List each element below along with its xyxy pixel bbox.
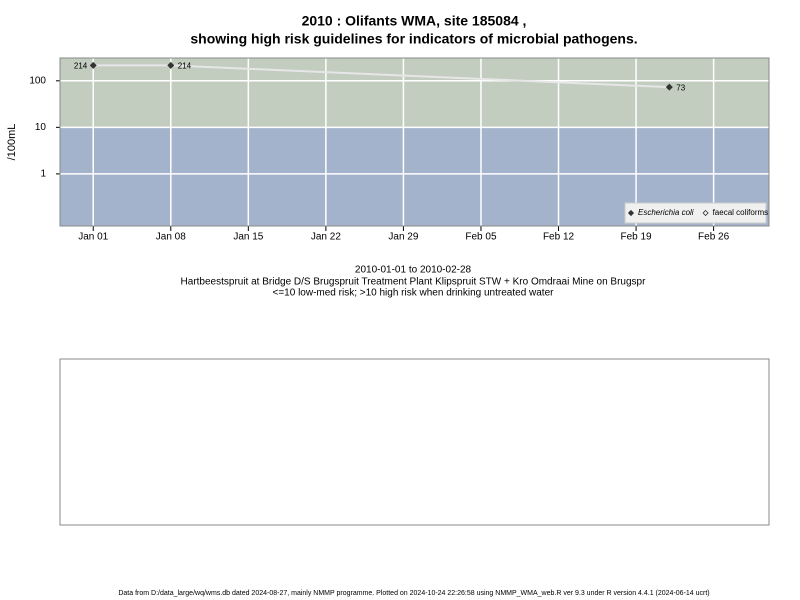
x-tick-label: Jan 22 [311,232,341,243]
legend-box [624,202,767,224]
value-label: 214 [74,62,88,71]
period: 2010-01-01 to 2010-02-28 [355,265,472,276]
y-tick-label: 100 [29,75,46,86]
site: Hartbeestspruit at Bridge D/S Brugspruit… [181,277,647,288]
x-tick-label: Feb 12 [543,232,575,243]
data-point [167,61,175,69]
y-tick-label: 10 [35,122,47,133]
chart-subtitle: showing high risk guidelines for indicat… [190,31,637,47]
high-risk-band [60,58,769,128]
data-point [665,83,673,91]
guideline-note: <=10 low-med risk; >10 high risk when dr… [273,288,555,299]
legend-label: faecal coliforms [713,208,769,217]
legend-marker [702,209,709,217]
x-tick-label: Jan 08 [156,232,186,243]
x-tick-label: Feb 26 [698,232,730,243]
y-tick-label: 1 [40,169,46,180]
value-label: 214 [178,62,192,71]
plot-frame [59,57,770,227]
chart-title: 2010 : Olifants WMA, site 185084 , [302,13,527,29]
footer: Data from D:/data_large/wq/wms.db dated … [118,590,709,597]
legend-label: Escherichia coli [638,208,694,217]
empty-panel [59,358,770,526]
x-tick-label: Jan 29 [388,232,418,243]
legend-marker [627,209,635,217]
x-tick-label: Feb 05 [465,232,497,243]
y-axis-label: /100mL [6,124,18,161]
x-tick-label: Feb 19 [620,232,652,243]
data-point [89,61,97,69]
value-label: 73 [676,83,685,92]
x-tick-label: Jan 15 [233,232,263,243]
x-tick-label: Jan 01 [78,232,108,243]
